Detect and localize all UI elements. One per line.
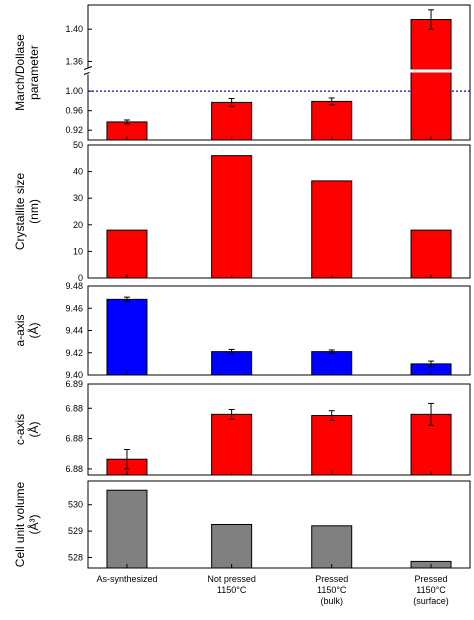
y-tick-label: 6.88: [65, 464, 83, 474]
error-bar: [328, 97, 335, 106]
bar: [311, 525, 353, 569]
bar: [211, 413, 253, 476]
y-tick-label: 30: [73, 193, 83, 203]
error-bar: [228, 97, 235, 107]
x-tick-label: Not pressed 1150°C: [207, 574, 256, 595]
y-tick-label: 1.40: [65, 24, 83, 34]
y-tick-label: 9.40: [65, 370, 83, 380]
x-tick-label: As-synthesized: [96, 574, 157, 584]
y-tick-label: 50: [73, 140, 83, 150]
y-tick-label: 0.92: [65, 125, 83, 135]
error-bar: [123, 296, 130, 303]
y-tick-label: 9.46: [65, 303, 83, 313]
y-tick-label: 0.96: [65, 106, 83, 116]
y-tick-label: 6.88: [65, 434, 83, 444]
plot-frame: [87, 383, 471, 476]
error-bar: [428, 9, 435, 30]
bar: [311, 100, 353, 141]
y-tick-label: 6.88: [65, 403, 83, 413]
error-bar: [123, 449, 130, 470]
y-axis-label: Cell unit volume(Å³): [13, 481, 41, 567]
error-bar: [328, 410, 335, 421]
y-tick-label: 6.89: [65, 379, 83, 389]
x-tick-label: Pressed 1150°C (surface): [413, 574, 449, 606]
bar: [211, 524, 253, 569]
y-tick-label: 529: [68, 526, 83, 536]
panel-1: 0.92 0.96 1.00 1.36 1.40 March/Dollaseparamet…: [13, 4, 471, 141]
y-tick-label: 9.42: [65, 348, 83, 358]
y-tick-label: 10: [73, 246, 83, 256]
bar: [106, 489, 148, 569]
panel-2: 0 10 20 30 40 50 Crystallite size(nm): [13, 140, 471, 283]
error-bar: [328, 349, 335, 354]
error-bar: [428, 360, 435, 368]
x-tick-label: Pressed 1150°C (bulk): [315, 574, 348, 606]
plot-frame: [87, 144, 471, 279]
panel-5: 528 529 530 Cell unit volume(Å³): [13, 480, 471, 569]
bar: [311, 415, 353, 476]
error-bar: [228, 408, 235, 420]
error-bar: [428, 402, 435, 426]
bar: [211, 155, 253, 279]
break-gap: [89, 69, 469, 73]
y-tick-label: 20: [73, 220, 83, 230]
y-tick-label: 9.48: [65, 281, 83, 291]
bar: [211, 101, 253, 141]
y-axis-label: a-axis(Å): [13, 314, 41, 346]
y-tick-label: 9.44: [65, 326, 83, 336]
error-bar: [123, 119, 130, 125]
bar: [106, 229, 148, 279]
error-bar: [228, 348, 235, 355]
y-tick-label: 530: [68, 500, 83, 510]
y-tick-label: 40: [73, 167, 83, 177]
bar: [410, 19, 452, 141]
y-axis-label: Crystallite size(nm): [13, 173, 41, 251]
bar: [311, 180, 353, 279]
plot-frame: [87, 480, 471, 569]
y-axis-label: March/Dollaseparameter: [13, 34, 41, 111]
y-axis-label: c-axis(Å): [13, 414, 41, 445]
y-tick-label: 528: [68, 552, 83, 562]
bar: [410, 229, 452, 279]
panel-4: 6.88 6.88 6.88 6.89 c-axis(Å): [13, 379, 471, 476]
bar: [106, 298, 148, 376]
y-tick-label: 1.00: [65, 86, 83, 96]
y-tick-label: 1.36: [65, 56, 83, 66]
panel-3: 9.40 9.42 9.44 9.46 9.48 a-axis(Å): [13, 281, 471, 380]
y-tick-label: 0: [78, 273, 83, 283]
